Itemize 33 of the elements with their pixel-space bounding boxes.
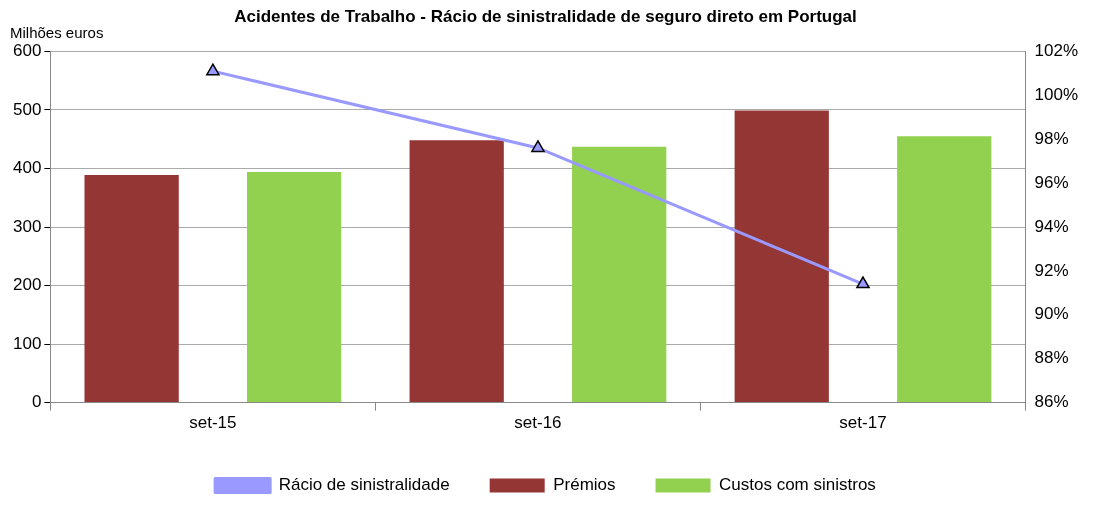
legend-label: Prémios: [553, 475, 616, 495]
bar: [247, 171, 342, 403]
y2-tick-label: 100%: [1034, 84, 1078, 104]
y-tick-label: 300: [12, 216, 42, 236]
x-tick-label: set-17: [839, 413, 887, 433]
point: [531, 140, 545, 153]
bar: [409, 140, 504, 403]
y-tick-label: 500: [12, 99, 42, 119]
y-tick-label: 100: [12, 333, 42, 353]
bar: [84, 174, 179, 403]
chart-title: Acidentes de Trabalho - Rácio de sinistralidade de seguro direto em Portugal: [234, 6, 857, 26]
y-tick-label: 200: [12, 275, 42, 295]
y-axis-title: Milhões euros: [10, 24, 104, 42]
y2-tick-label: 86%: [1034, 392, 1069, 412]
y-tick-label: 400: [12, 158, 42, 178]
y2-tick-label: 90%: [1034, 304, 1069, 324]
legend-label: Custos com sinistros: [719, 475, 876, 495]
point: [206, 63, 220, 76]
x-tick-label: set-16: [514, 413, 562, 433]
y-tick-label: 0: [31, 392, 42, 412]
x-tick-label: set-15: [189, 413, 237, 433]
bar: [734, 110, 829, 403]
y2-tick-label: 96%: [1034, 172, 1069, 192]
y2-tick-label: 92%: [1034, 260, 1069, 280]
y-tick-label: 600: [12, 41, 42, 61]
y2-tick-label: 98%: [1034, 128, 1069, 148]
y2-tick-label: 88%: [1034, 348, 1069, 368]
point: [856, 276, 870, 289]
legend-label: Rácio de sinistralidade: [278, 475, 450, 495]
bar: [897, 136, 992, 403]
y2-tick-label: 102%: [1034, 41, 1078, 61]
bar: [572, 146, 667, 403]
y2-tick-label: 94%: [1034, 216, 1069, 236]
